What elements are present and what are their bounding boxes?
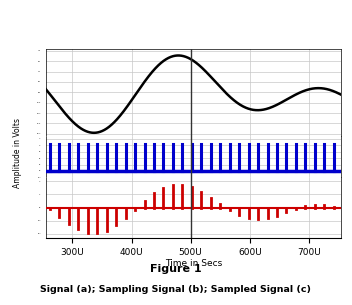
X-axis label: Time in Secs: Time in Secs [165,259,222,268]
Text: Figure 1: Figure 1 [150,264,202,274]
Y-axis label: Amplitude in Volts: Amplitude in Volts [13,118,22,188]
Text: Signal (a); Sampling Signal (b); Sampled Signal (c): Signal (a); Sampling Signal (b); Sampled… [40,285,312,294]
